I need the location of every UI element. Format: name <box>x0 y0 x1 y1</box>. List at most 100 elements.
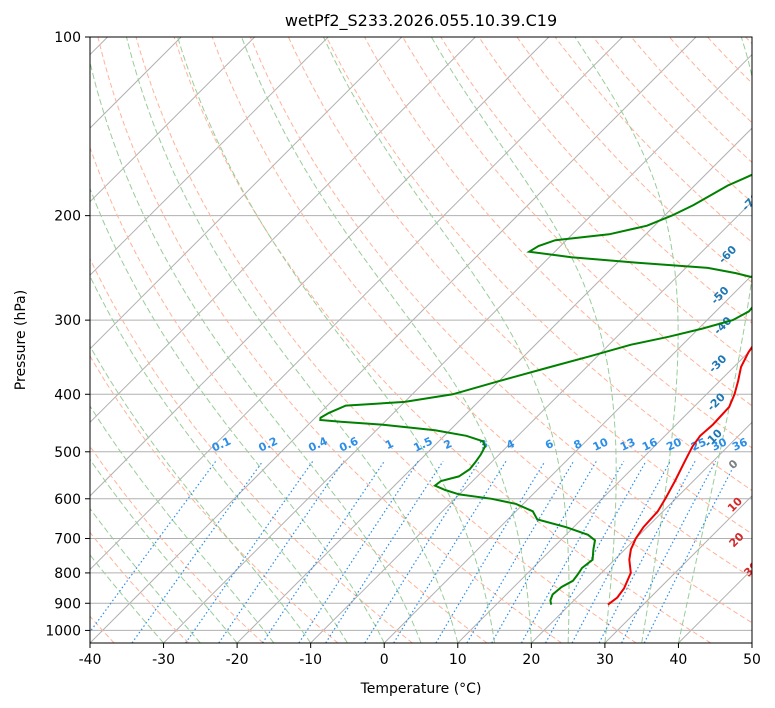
x-tick-label: 50 <box>743 652 761 668</box>
dewpoint-profile <box>319 173 752 605</box>
x-axis: -40 -30 -20 -10 0 10 20 30 40 50 <box>79 643 761 668</box>
skew-isotherm <box>163 53 752 643</box>
skew-isotherm <box>383 274 752 643</box>
dry-adiabat-label: -80 <box>766 134 775 157</box>
moist-adiabat <box>90 458 238 643</box>
dry-adiabat <box>249 37 752 579</box>
skew-isotherm <box>90 37 623 571</box>
moist-adiabat <box>90 405 275 643</box>
mixing-ratio-line <box>435 460 546 643</box>
x-tick-label: -40 <box>79 652 102 668</box>
mixing-ratio-line <box>218 460 345 643</box>
skew-isotherm <box>604 495 752 643</box>
skew-isotherm <box>90 37 550 497</box>
x-tick-label: -10 <box>299 652 322 668</box>
x-tick-label: 30 <box>596 652 614 668</box>
dry-adiabat <box>707 37 752 84</box>
mixing-ratio-line <box>520 460 625 643</box>
skew-isotherm <box>236 127 752 643</box>
temperature-profile <box>607 345 752 606</box>
y-tick-label: 900 <box>54 596 81 612</box>
mixing-ratio-line <box>325 460 444 643</box>
mixing-ratio-line <box>571 460 671 643</box>
moist-adiabat <box>90 187 385 643</box>
y-tick-label: 700 <box>54 532 81 548</box>
mixing-ratio-line <box>545 460 647 643</box>
dry-adiabat-label: -50 <box>708 284 731 307</box>
mixing-ratio-label: 1 <box>383 437 395 452</box>
dry-adiabat-label: 30 <box>741 559 761 579</box>
skew-isotherm <box>90 37 697 643</box>
skew-isotherm <box>751 642 752 643</box>
dry-adiabat <box>745 37 752 45</box>
skew-isotherm <box>90 37 329 276</box>
plot-area: 0.10.20.40.611.52346810131620253036-100-… <box>90 37 775 643</box>
mixing-ratio-line <box>466 460 575 643</box>
x-tick-label: 20 <box>522 652 540 668</box>
dry-adiabat <box>90 257 413 643</box>
mixing-ratio-line <box>643 460 737 643</box>
moist-adiabat <box>241 37 532 643</box>
mixing-ratio-line <box>364 460 480 643</box>
dry-adiabat <box>90 531 190 643</box>
x-tick-label: -30 <box>152 652 175 668</box>
dry-adiabat <box>630 37 752 164</box>
skew-isotherm <box>90 37 403 350</box>
dry-adiabat <box>669 37 752 124</box>
y-axis: 1000 900 800 700 600 500 400 300 200 100 <box>45 30 90 639</box>
dry-adiabat <box>478 37 752 324</box>
dry-adiabat <box>364 37 752 449</box>
x-tick-label: 40 <box>670 652 688 668</box>
moist-adiabat <box>126 37 459 643</box>
mixing-ratio-line <box>131 460 264 643</box>
dry-adiabat <box>516 37 752 284</box>
dry-adiabat <box>135 37 637 643</box>
moist-adiabat <box>574 37 679 643</box>
mixing-ratio-line <box>185 460 314 643</box>
dry-adiabat-label: 40 <box>759 585 775 605</box>
skew-isotherm <box>90 37 476 424</box>
chart-title: wetPf2_S233.2026.055.10.39.C19 <box>285 11 557 31</box>
dry-adiabat-label: 10 <box>725 495 745 515</box>
plot-frame <box>89 36 753 644</box>
dry-adiabat <box>402 37 752 407</box>
dry-adiabat <box>326 37 752 492</box>
y-tick-label: 100 <box>54 30 81 46</box>
dry-adiabat <box>90 354 339 643</box>
moist-adiabat <box>90 507 201 643</box>
mixing-ratio-label: 16 <box>640 435 660 453</box>
y-tick-label: 1000 <box>45 623 81 639</box>
y-tick-label: 500 <box>54 445 81 461</box>
dry-adiabat <box>173 37 712 643</box>
mixing-ratio-label: 30 <box>710 435 730 453</box>
moist-adiabat <box>90 345 312 643</box>
dry-adiabat <box>90 445 264 643</box>
mixing-ratio-label: 25 <box>689 435 708 453</box>
moist-adiabat <box>90 60 422 643</box>
mixing-ratio-line <box>261 460 385 643</box>
y-tick-label: 800 <box>54 566 81 582</box>
dry-adiabat-label: -60 <box>716 243 739 266</box>
moist-adiabat <box>323 37 570 643</box>
mixing-ratio-label: 13 <box>618 435 637 453</box>
dry-adiabat <box>440 37 752 365</box>
skew-isotherm <box>530 421 752 643</box>
dry-adiabat <box>287 37 752 535</box>
mixing-ratio-line <box>491 460 597 643</box>
mixing-ratio-line <box>298 460 419 643</box>
moist-adiabat <box>90 275 348 643</box>
dry-adiabat <box>97 37 562 643</box>
dry-adiabat <box>211 37 752 624</box>
mixing-ratio-label: 4 <box>504 437 517 452</box>
mixing-ratio-line <box>90 460 217 633</box>
skew-isotherm <box>678 568 752 643</box>
y-axis-label: Pressure (hPa) <box>13 290 29 390</box>
moist-adiabat <box>177 37 496 643</box>
mixing-ratio-label: 6 <box>543 437 556 452</box>
y-tick-label: 300 <box>54 313 81 329</box>
skew-isotherm <box>90 37 256 203</box>
y-tick-label: 200 <box>54 209 81 225</box>
moist-adiabat <box>90 554 164 643</box>
moist-adiabat <box>677 37 752 643</box>
